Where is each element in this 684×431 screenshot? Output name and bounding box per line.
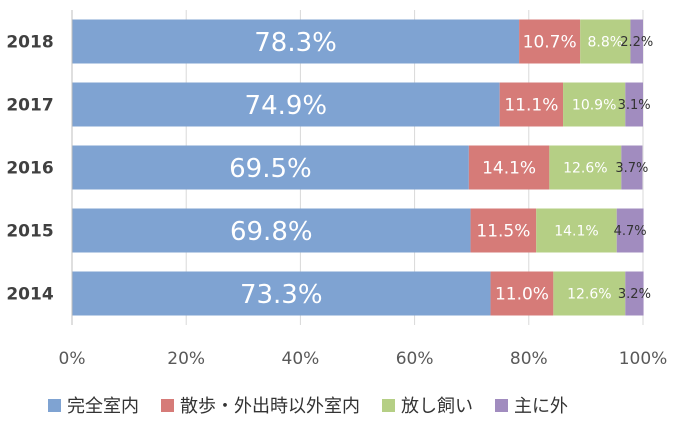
data-label: 3.2%: [618, 287, 651, 302]
legend-label-indoor: 完全室内: [67, 396, 139, 417]
data-label: 12.6%: [563, 161, 607, 177]
chart-legend: 完全室内 散歩・外出時以外室内 放し飼い 主に外: [48, 391, 568, 419]
bar-segment: [625, 82, 643, 127]
data-label: 10.9%: [572, 98, 616, 114]
legend-swatch-free-range: [382, 398, 395, 412]
data-label: 4.7%: [614, 224, 647, 239]
legend-item-indoor-except-walk: 散歩・外出時以外室内: [161, 392, 360, 418]
category-label: 2018: [6, 33, 53, 53]
legend-item-indoor: 完全室内: [48, 392, 139, 418]
category-label: 2015: [6, 222, 53, 242]
bar-segment: [72, 19, 520, 64]
bar-segment: [553, 271, 626, 316]
data-label: 11.1%: [504, 96, 558, 116]
bar-segment: [468, 145, 550, 190]
data-label: 14.1%: [482, 159, 536, 179]
data-label: 3.1%: [618, 98, 651, 113]
legend-item-free-range: 放し飼い: [382, 392, 473, 418]
bar-segment: [616, 208, 644, 253]
bar-segment: [499, 82, 564, 127]
legend-swatch-indoor: [48, 398, 61, 412]
x-tick-label: 60%: [396, 349, 434, 369]
bar-segment: [490, 271, 554, 316]
data-label: 11.5%: [476, 222, 530, 242]
bar-segment: [72, 82, 500, 127]
x-tick-label: 20%: [167, 349, 205, 369]
data-label: 12.6%: [567, 287, 611, 303]
bar-segment: [625, 271, 644, 316]
data-label: 74.9%: [245, 91, 328, 121]
legend-swatch-mainly-outdoor: [495, 398, 508, 412]
legend-label-mainly-outdoor: 主に外: [514, 396, 568, 417]
bar-segment: [72, 271, 491, 316]
category-label: 2014: [6, 285, 53, 305]
data-label: 8.8%: [588, 35, 624, 51]
legend-label-indoor-except-walk: 散歩・外出時以外室内: [180, 396, 360, 417]
x-tick-label: 100%: [619, 349, 668, 369]
legend-label-free-range: 放し飼い: [401, 396, 473, 417]
legend-item-mainly-outdoor: 主に外: [495, 392, 568, 418]
bar-segment: [72, 145, 469, 190]
bar-segment: [470, 208, 537, 253]
category-label: 2016: [6, 159, 53, 179]
data-label: 14.1%: [554, 224, 598, 240]
data-label: 78.3%: [254, 28, 337, 58]
bar-segment: [72, 208, 471, 253]
bar-segment: [549, 145, 622, 190]
data-label: 73.3%: [240, 280, 323, 310]
data-label: 10.7%: [523, 33, 577, 53]
x-tick-label: 80%: [510, 349, 548, 369]
data-label: 2.2%: [620, 35, 653, 50]
bar-segment: [563, 82, 626, 127]
bar-segment: [519, 19, 581, 64]
bar-segment: [580, 19, 631, 64]
bar-segment: [621, 145, 643, 190]
bar-segment: [630, 19, 643, 64]
data-label: 69.8%: [230, 217, 313, 247]
legend-swatch-indoor-except-walk: [161, 398, 174, 412]
data-label: 11.0%: [495, 285, 549, 305]
x-tick-label: 0%: [59, 349, 86, 369]
category-label: 2017: [6, 96, 53, 116]
data-label: 69.5%: [229, 154, 312, 184]
bar-segment: [536, 208, 617, 253]
x-tick-label: 40%: [282, 349, 320, 369]
data-label: 3.7%: [615, 161, 648, 176]
